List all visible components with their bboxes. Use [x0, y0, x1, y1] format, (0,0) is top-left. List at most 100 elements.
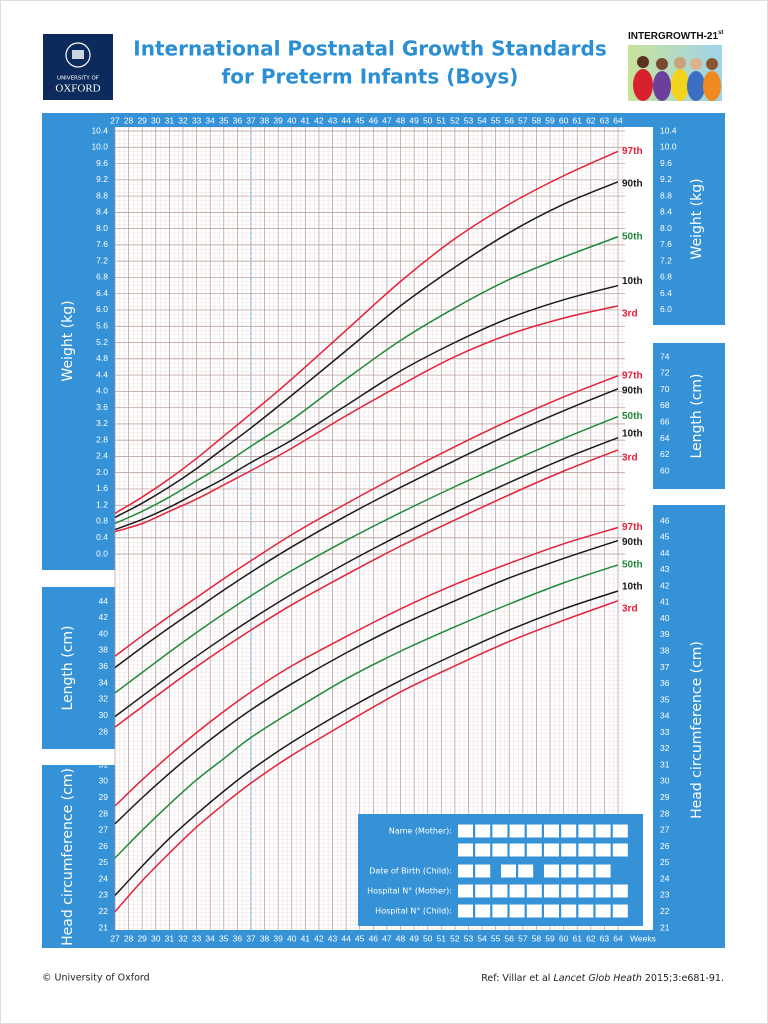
- x-tick-label: 47: [382, 933, 392, 943]
- y-tick-label: 5.6: [96, 320, 108, 330]
- y-tick-label: 8.8: [660, 190, 672, 200]
- figure: [703, 71, 721, 101]
- form: Name (Mother): Date of Birth (Child): Hosp…: [358, 814, 643, 926]
- right-box: [653, 113, 725, 325]
- curves: [114, 150, 619, 913]
- y-tick-label: 66: [660, 416, 670, 426]
- x-tick-label: 34: [205, 933, 215, 943]
- y-tick-label: 27: [99, 825, 109, 835]
- top-band: [42, 113, 653, 127]
- x-tick-label: 61: [572, 115, 582, 125]
- y-tick-label: 64: [660, 433, 670, 443]
- x-tick-label: 63: [600, 115, 610, 125]
- x-tick-label: 40: [287, 933, 297, 943]
- form-box: [475, 884, 491, 898]
- figure: [687, 71, 705, 101]
- y-tick-label: 72: [660, 368, 670, 378]
- y-tick-label: 33: [660, 727, 670, 737]
- y-tick-label: 42: [660, 580, 670, 590]
- y-tick-label: 25: [660, 857, 670, 867]
- percentile-curve: [114, 564, 619, 859]
- y-tick-label: 27: [660, 825, 670, 835]
- y-tick-label: 44: [99, 596, 109, 606]
- form-box: [612, 824, 628, 838]
- x-tick-label: 30: [151, 115, 161, 125]
- x-tick-label: 57: [518, 115, 528, 125]
- percentile-label: 90th: [622, 537, 643, 548]
- y-tick-label: 10.0: [660, 142, 677, 152]
- y-tick-label: 6.0: [96, 304, 108, 314]
- form-box: [458, 904, 473, 918]
- form-box: [561, 824, 577, 838]
- y-tick-label: 31: [99, 759, 109, 769]
- y-tick-label: 7.6: [660, 239, 672, 249]
- x-tick-label: 52: [450, 115, 460, 125]
- logo-text: OXFORD: [55, 83, 100, 95]
- form-box: [509, 824, 525, 838]
- form-box: [458, 824, 473, 838]
- title: International Postnatal Growth Standards: [133, 37, 606, 61]
- x-tick-label: 43: [328, 115, 338, 125]
- grid: [114, 127, 625, 930]
- x-tick-label: 34: [205, 115, 215, 125]
- y-tick-label: 34: [660, 711, 670, 721]
- form-box: [475, 904, 491, 918]
- y-tick-label: 9.6: [96, 158, 108, 168]
- percentile-curve: [114, 284, 619, 531]
- oxford-logo: UNIVERSITY OF OXFORD: [43, 34, 113, 100]
- figure-head: [706, 58, 718, 70]
- x-tick-label: 45: [355, 933, 365, 943]
- y-tick-label: 8.4: [660, 207, 672, 217]
- y-tick-label: 70: [660, 384, 670, 394]
- form-box: [458, 884, 473, 898]
- x-tick-label: 48: [396, 115, 406, 125]
- y-tick-label: 7.6: [96, 239, 108, 249]
- figure: [653, 71, 671, 101]
- copyright: © University of Oxford: [42, 973, 150, 984]
- percentile-label: 97th: [622, 522, 643, 533]
- y-tick-label: 9.2: [96, 174, 108, 184]
- left-box: [42, 113, 115, 570]
- y-tick-label: 36: [99, 661, 109, 671]
- figure: [671, 69, 689, 101]
- y-tick-label: 3.2: [96, 418, 108, 428]
- x-tick-label: 54: [477, 115, 487, 125]
- percentile-curve: [114, 590, 619, 896]
- x-tick-label: 56: [505, 933, 515, 943]
- x-tick-label: 33: [192, 933, 202, 943]
- percentile-curve: [114, 388, 619, 669]
- form-box: [561, 843, 577, 857]
- x-tick-label: 31: [165, 933, 175, 943]
- form-box: [544, 843, 559, 857]
- x-tick-label: 51: [437, 115, 447, 125]
- x-tick-label: 41: [301, 933, 311, 943]
- form-box: [544, 824, 559, 838]
- percentile-curve: [114, 526, 619, 807]
- y-tick-label: 21: [660, 922, 670, 932]
- form-box: [509, 884, 525, 898]
- percentile-label: 97th: [622, 370, 643, 381]
- form-box: [475, 843, 491, 857]
- y-tick-label: 38: [660, 645, 670, 655]
- y-tick-label: 25: [99, 857, 109, 867]
- percentile-curve: [114, 375, 619, 657]
- brand-text: INTERGROWTH-21: [628, 31, 718, 42]
- y-tick-label: 23: [99, 890, 109, 900]
- y-tick-label: 74: [660, 351, 670, 361]
- form-box: [544, 904, 559, 918]
- x-tick-label: 64: [613, 115, 623, 125]
- figure-head: [674, 57, 686, 69]
- y-tick-label: 2.8: [96, 434, 108, 444]
- y-tick-label: 22: [660, 906, 670, 916]
- y-tick-label: 0.0: [96, 548, 108, 558]
- form-box: [544, 884, 559, 898]
- y-tick-label: 3.6: [96, 402, 108, 412]
- form-box: [526, 824, 542, 838]
- y-tick-label: 10.0: [91, 142, 108, 152]
- logo-crest: [65, 42, 91, 68]
- percentile-label: 50th: [622, 560, 643, 571]
- x-tick-label: 54: [477, 933, 487, 943]
- x-tick-label: 38: [260, 115, 270, 125]
- y-tick-label: 43: [660, 564, 670, 574]
